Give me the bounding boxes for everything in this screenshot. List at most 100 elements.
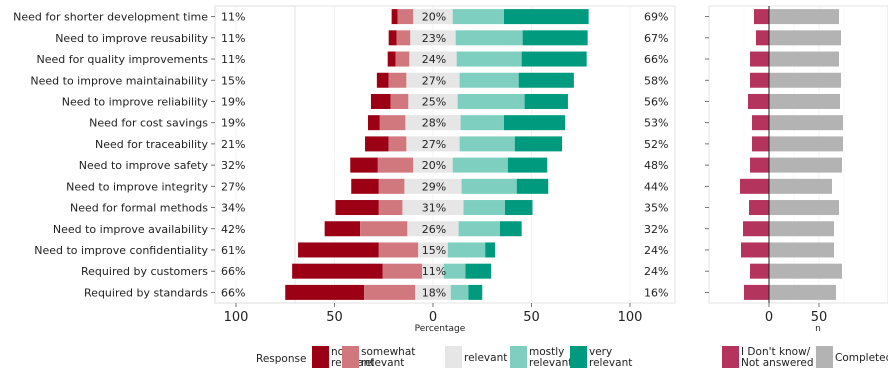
bar-very-relevant [524, 93, 568, 109]
mid-percent-label: 27% [422, 138, 446, 151]
bar-dont-know [750, 157, 769, 173]
bar-relevant [406, 136, 460, 152]
high-percent-label: 58% [644, 74, 668, 87]
bar-dont-know [744, 284, 769, 300]
bar-relevant [408, 93, 458, 109]
category-label: Need for traceability [95, 138, 208, 151]
bar-not-relevant [367, 115, 380, 131]
bar-very-relevant [468, 284, 483, 300]
mid-percent-label: 27% [422, 74, 446, 87]
label-panel-group [214, 5, 296, 304]
likert-x-axis-title: Percentage [415, 324, 466, 334]
bar-dont-know [754, 9, 769, 25]
bar-dont-know [750, 263, 769, 279]
high-percent-label: 16% [644, 286, 668, 299]
bar-dont-know [741, 242, 769, 258]
bar-completed [769, 242, 834, 258]
mid-percent-label: 23% [422, 32, 446, 45]
bar-somewhat-relevant [378, 200, 403, 216]
bar-dont-know [752, 115, 769, 131]
bar-relevant [404, 178, 462, 194]
low-percent-label: 34% [221, 202, 245, 215]
bar-completed [769, 157, 842, 173]
bar-somewhat-relevant [388, 136, 407, 152]
count-x-tick-label: 0 [765, 310, 773, 325]
category-label: Need to improve availability [53, 223, 209, 236]
bar-completed [769, 30, 841, 46]
low-percent-label: 61% [221, 244, 245, 257]
bar-somewhat-relevant [378, 178, 405, 194]
high-percent-label: 67% [644, 32, 668, 45]
bar-mostly-relevant [461, 178, 517, 194]
likert-x-tick-label: 0 [429, 310, 437, 325]
mid-percent-label: 15% [422, 244, 446, 257]
bar-very-relevant [503, 9, 589, 25]
likert-panel-group [214, 5, 676, 304]
bar-not-relevant [376, 72, 389, 88]
bar-relevant [409, 51, 457, 67]
bar-mostly-relevant [459, 136, 515, 152]
low-percent-label: 19% [221, 117, 245, 130]
bar-somewhat-relevant [379, 115, 406, 131]
bar-somewhat-relevant [397, 9, 414, 25]
likert-legend-swatch [445, 346, 462, 368]
category-label: Need for formal methods [70, 202, 208, 215]
bar-very-relevant [516, 178, 549, 194]
low-percent-label: 66% [221, 265, 245, 278]
bar-relevant [422, 263, 444, 279]
bar-relevant [413, 157, 453, 173]
category-label: Need for shorter development time [13, 11, 208, 24]
likert-legend-title: Response [256, 353, 306, 365]
high-percent-label: 24% [644, 265, 668, 278]
bar-relevant [418, 242, 448, 258]
count-x-tick-label: 50 [811, 310, 828, 325]
bar-relevant [405, 115, 461, 131]
bar-not-relevant [292, 263, 383, 279]
bar-dont-know [743, 221, 769, 237]
high-percent-label: 69% [644, 11, 668, 24]
likert-legend-label: mostly relevant [529, 346, 572, 369]
low-percent-label: 21% [221, 138, 245, 151]
bar-not-relevant [391, 9, 398, 25]
mid-percent-label: 24% [422, 53, 446, 66]
bar-somewhat-relevant [390, 93, 409, 109]
low-percent-label: 66% [221, 286, 245, 299]
count-legend-label: Completed [835, 352, 888, 364]
bar-completed [769, 284, 836, 300]
bar-relevant [406, 72, 460, 88]
category-label: Need to improve reusability [55, 32, 208, 45]
bar-completed [769, 9, 839, 25]
bar-dont-know [740, 178, 769, 194]
count-legend-swatch [722, 346, 739, 368]
bar-mostly-relevant [457, 93, 525, 109]
mid-percent-label: 11% [422, 265, 446, 278]
likert-legend-swatch [570, 346, 587, 368]
bar-completed [769, 93, 840, 109]
category-label: Need to improve reliability [62, 95, 209, 108]
bar-relevant [415, 284, 451, 300]
mid-percent-label: 18% [422, 286, 446, 299]
bar-relevant [413, 9, 453, 25]
bar-very-relevant [518, 72, 574, 88]
bar-not-relevant [370, 93, 391, 109]
bar-mostly-relevant [458, 221, 500, 237]
likert-legend: Response notrelevantsomewhatrelevantrele… [256, 346, 632, 369]
high-percent-label: 44% [644, 180, 668, 193]
bar-somewhat-relevant [377, 157, 414, 173]
category-label-panel [214, 5, 296, 304]
count-x-axis-title: n [815, 324, 821, 334]
bar-not-relevant [335, 200, 379, 216]
bar-dont-know [748, 93, 769, 109]
likert-legend-label: relevant [464, 352, 507, 364]
bar-very-relevant [514, 136, 563, 152]
bar-mostly-relevant [463, 200, 505, 216]
bar-somewhat-relevant [396, 30, 411, 46]
bar-very-relevant [499, 221, 522, 237]
bar-mostly-relevant [456, 51, 522, 67]
category-label: Need for cost savings [89, 117, 208, 130]
mid-percent-label: 20% [422, 159, 446, 172]
mid-percent-label: 26% [422, 223, 446, 236]
bar-dont-know [750, 51, 769, 67]
bar-somewhat-relevant [395, 51, 410, 67]
